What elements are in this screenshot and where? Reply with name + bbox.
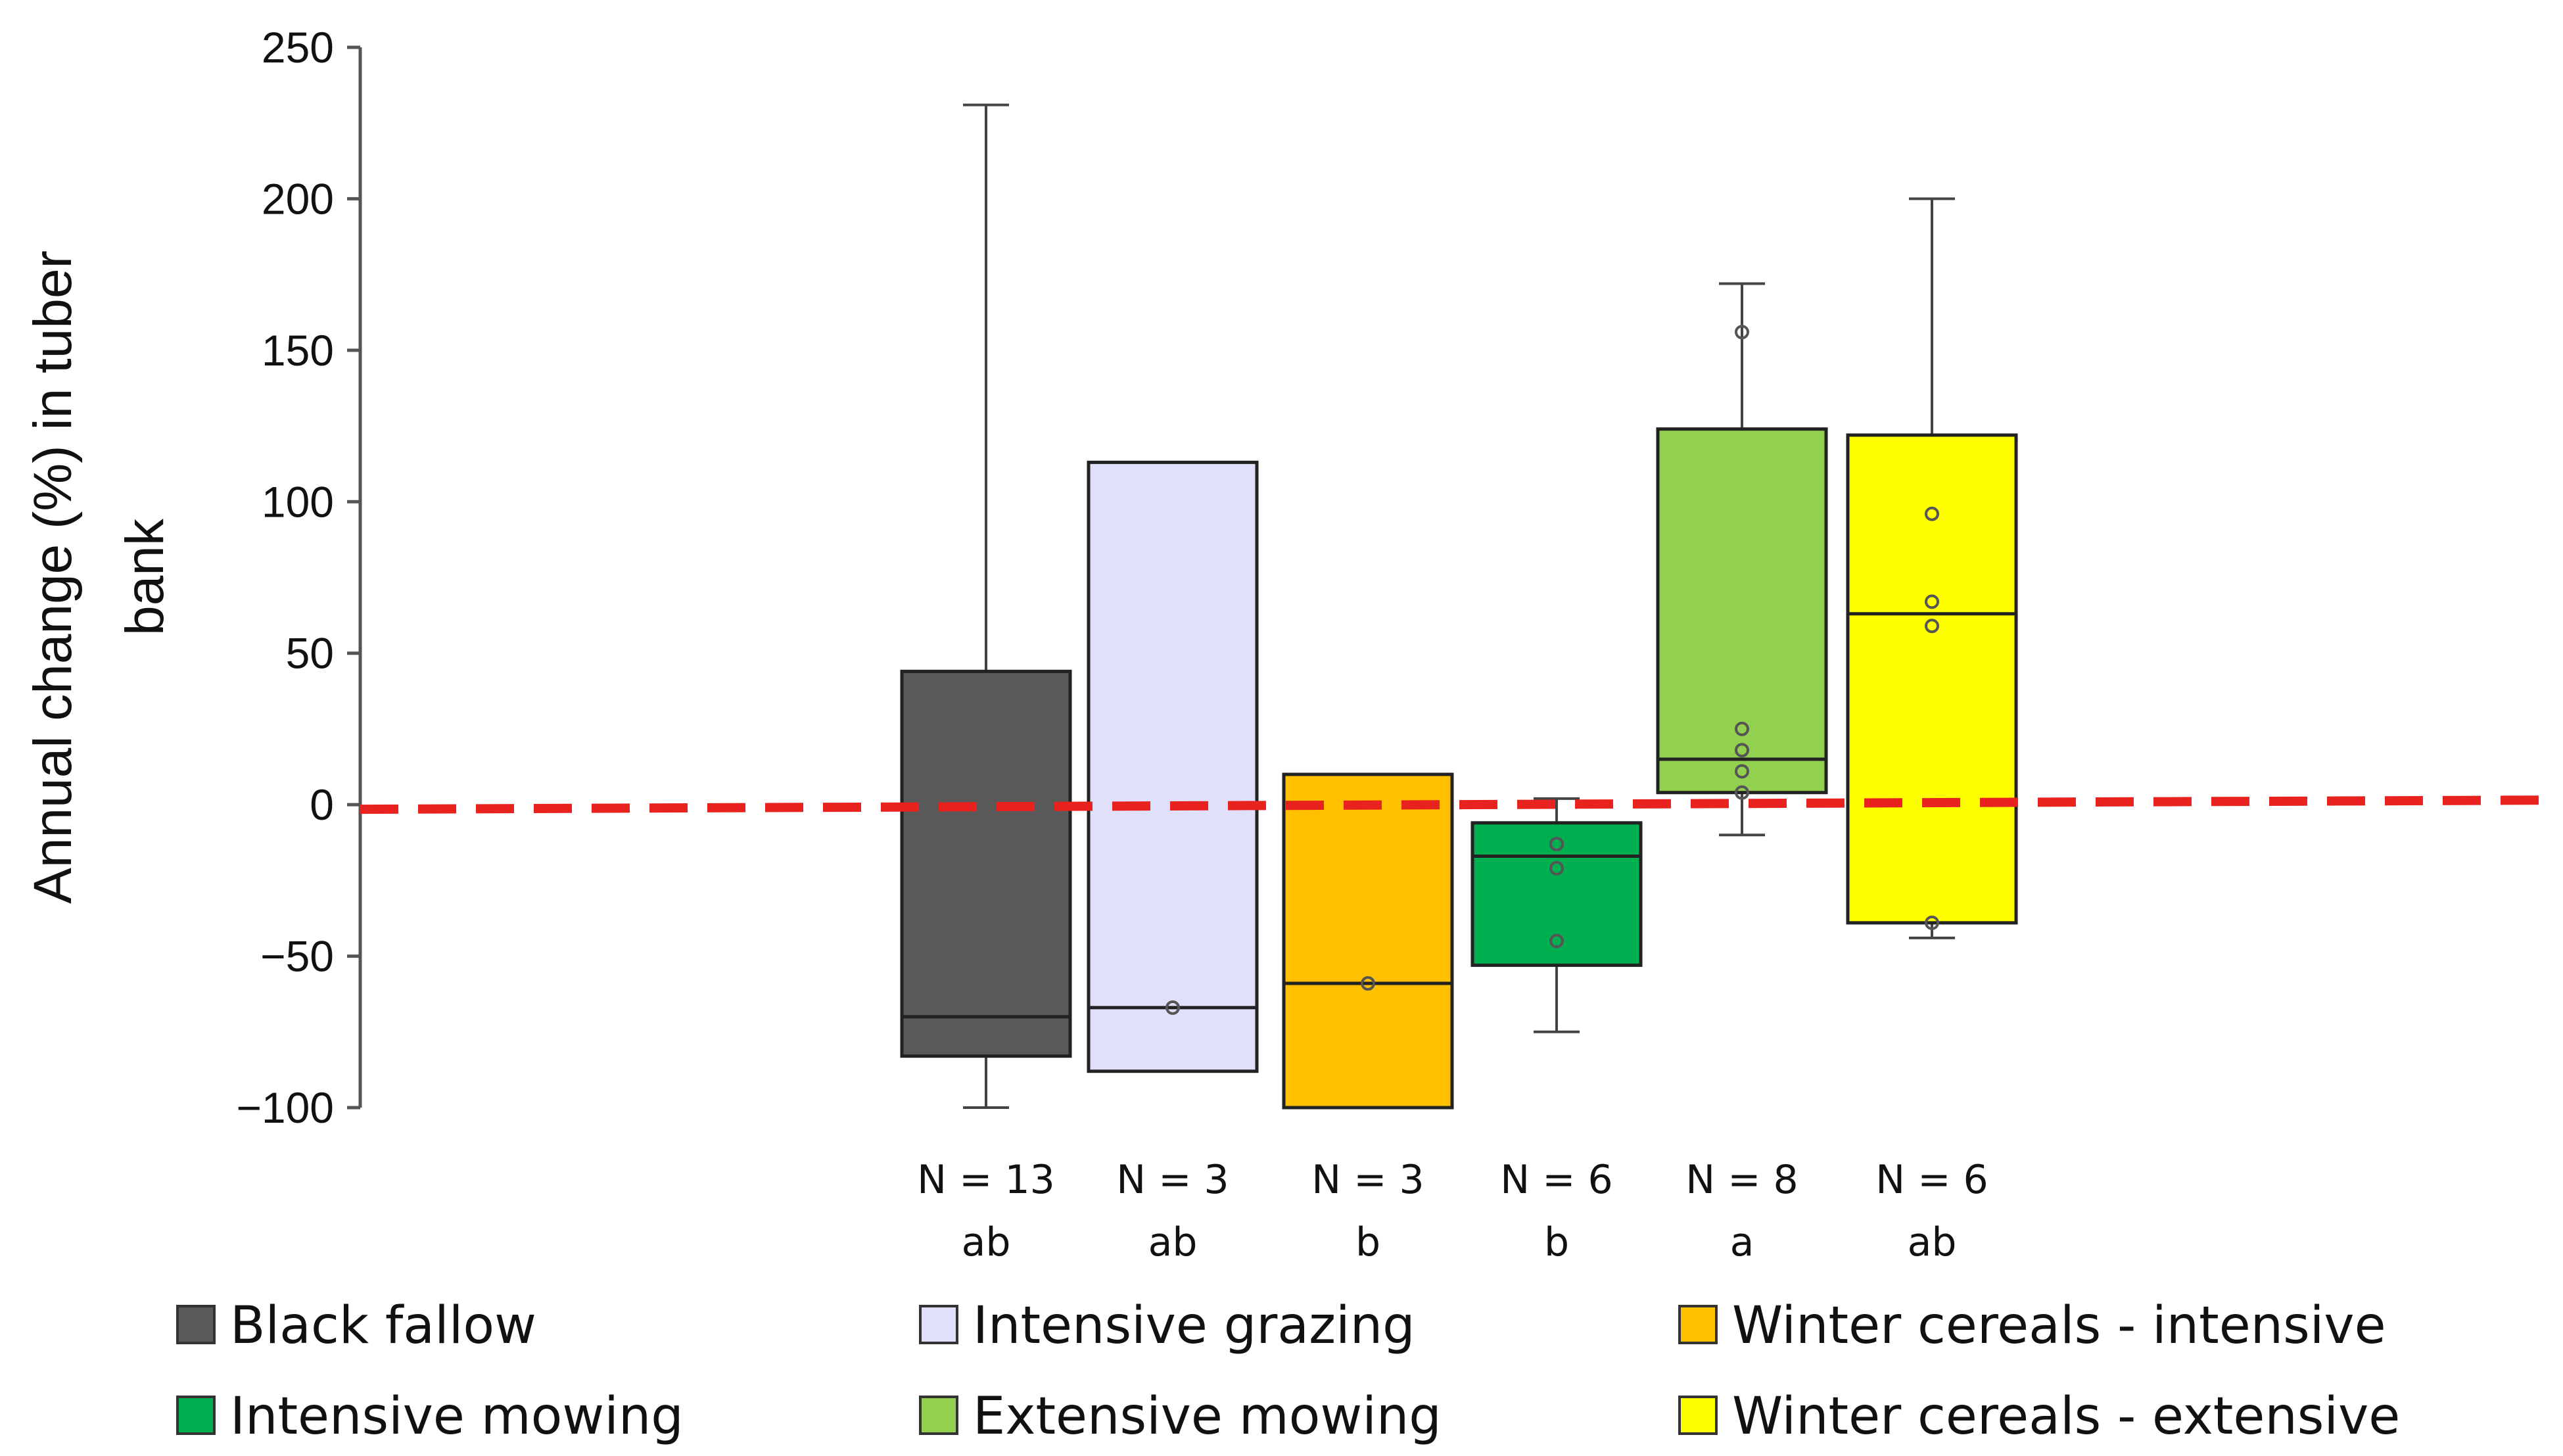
box-iqr	[1087, 460, 1259, 1073]
legend-swatch	[176, 1305, 216, 1344]
n-label: N = 6	[1500, 1157, 1612, 1203]
legend-label: Winter cereals - extensive	[1732, 1387, 2400, 1446]
y-axis-title-line-1: Annual change (%) in tuber	[23, 250, 83, 904]
legend-item: Winter cereals - extensive	[1678, 1387, 2400, 1446]
data-point	[1735, 764, 1749, 779]
reference-line-zero	[360, 795, 2551, 814]
legend-item: Intensive grazing	[919, 1296, 1415, 1355]
boxplot-intensive-mowing	[1470, 797, 1643, 1033]
legend-swatch	[1678, 1396, 1718, 1435]
boxplot-extensive-mowing	[1656, 282, 1828, 837]
n-label: N = 3	[1311, 1157, 1424, 1203]
data-point	[1735, 785, 1749, 800]
legend-label: Intensive grazing	[973, 1296, 1415, 1355]
data-point	[1549, 837, 1564, 852]
boxplot-black-fallow	[900, 103, 1072, 1109]
y-tick-label: −50	[260, 932, 334, 981]
y-tick-label: 200	[262, 174, 334, 223]
legend-item: Extensive mowing	[919, 1387, 1442, 1446]
n-label: N = 6	[1875, 1157, 1988, 1203]
legend-label: Extensive mowing	[973, 1387, 1442, 1446]
data-point	[1925, 619, 1939, 634]
n-label: N = 13	[917, 1157, 1055, 1203]
y-tick-label: 150	[262, 326, 334, 375]
legend-label: Black fallow	[230, 1296, 536, 1355]
data-point	[1549, 860, 1564, 876]
legend-swatch	[919, 1305, 958, 1344]
y-tick-label: 0	[310, 780, 334, 829]
box-iqr	[1282, 772, 1454, 1110]
data-point	[1361, 976, 1375, 991]
legend-item: Winter cereals - intensive	[1678, 1296, 2386, 1355]
y-axis-title-line-2: bank	[115, 518, 175, 636]
legend-item: Intensive mowing	[176, 1387, 684, 1446]
significance-letters: b	[1355, 1219, 1380, 1265]
y-tick-label: 50	[286, 629, 334, 678]
n-label: N = 3	[1116, 1157, 1229, 1203]
y-axis-title: Annual change (%) in tuber bank	[23, 250, 175, 904]
reference-line-group	[360, 795, 2551, 814]
y-tick-label: −100	[236, 1083, 334, 1132]
legend-label: Intensive mowing	[230, 1387, 684, 1446]
data-point	[1735, 325, 1749, 340]
legend-label: Winter cereals - intensive	[1732, 1296, 2386, 1355]
y-tick-label: 250	[262, 23, 334, 72]
category-labels: N = 13 ab N = 3 ab N = 3 b N = 6 b N = 8 a N = 6 ab	[917, 1157, 1988, 1265]
n-label: N = 8	[1685, 1157, 1798, 1203]
boxplot-winter-cereals-intensive	[1282, 772, 1454, 1110]
significance-letters: b	[1544, 1219, 1569, 1265]
legend-item: Black fallow	[176, 1296, 536, 1355]
data-point	[1549, 933, 1564, 949]
legend-swatch	[1678, 1305, 1718, 1344]
boxplot-intensive-grazing	[1087, 460, 1259, 1073]
y-ticks: 250 200 150 100 50 0 −50 −100	[236, 23, 360, 1132]
significance-letters: ab	[1908, 1219, 1957, 1265]
data-point	[1735, 743, 1749, 758]
boxplot-winter-cereals-extensive	[1846, 197, 2018, 939]
data-point	[1925, 915, 1939, 930]
data-point	[1735, 721, 1749, 736]
legend: Black fallow Intensive grazing Winter cere…	[176, 1296, 2400, 1446]
data-point	[1925, 594, 1939, 609]
box-iqr	[900, 669, 1072, 1058]
box-iqr	[1846, 433, 2018, 925]
y-tick-label: 100	[262, 477, 334, 526]
legend-swatch	[919, 1396, 958, 1435]
boxplots	[900, 103, 2018, 1110]
box-iqr	[1656, 427, 1828, 795]
significance-letters: ab	[962, 1219, 1011, 1265]
data-point	[1165, 1000, 1180, 1015]
significance-letters: a	[1730, 1219, 1754, 1265]
significance-letters: ab	[1148, 1219, 1198, 1265]
data-point	[1925, 506, 1939, 521]
legend-swatch	[176, 1396, 216, 1435]
box-iqr	[1470, 821, 1643, 967]
